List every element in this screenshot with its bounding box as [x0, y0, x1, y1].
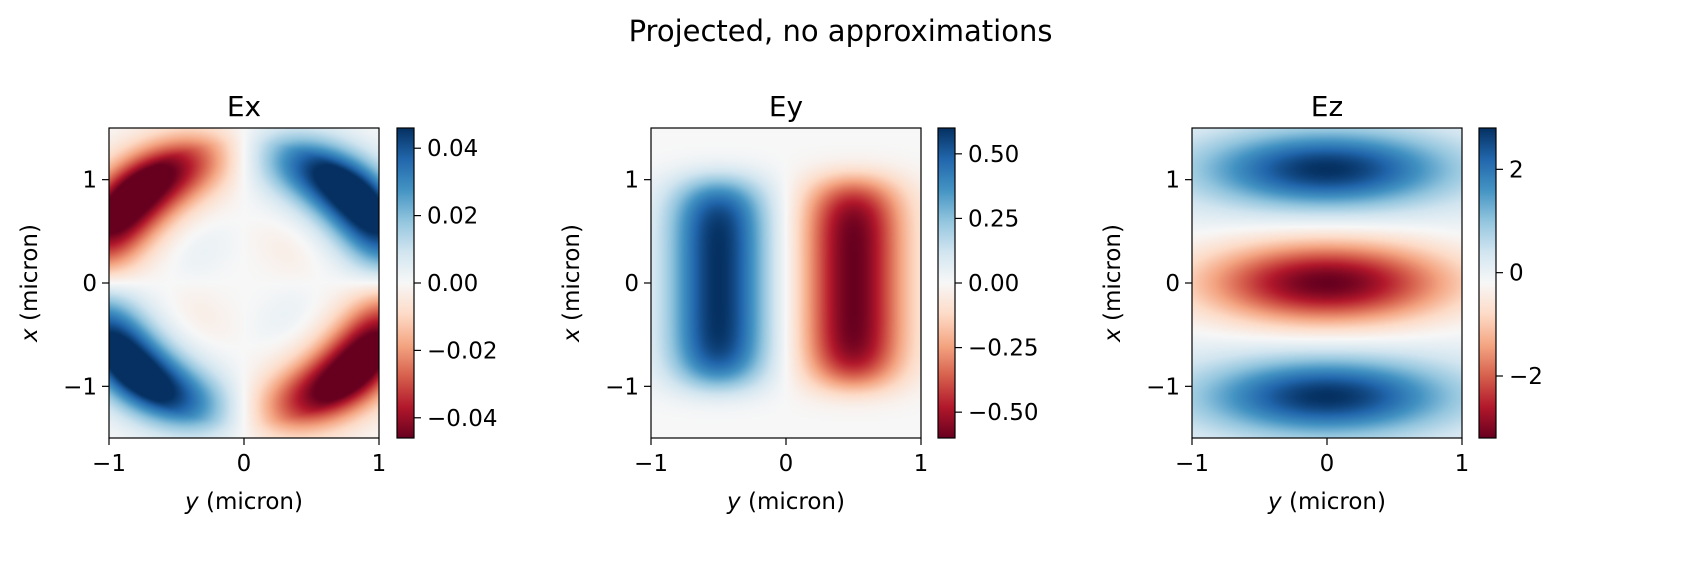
- heatmap-image: [651, 128, 921, 438]
- colorbar-tick-label: 0.50: [968, 142, 1019, 168]
- colorbar-tick-label: 0.00: [427, 271, 478, 297]
- colorbar-tick-label: −2: [1509, 364, 1543, 390]
- y-tick-label: 0: [82, 271, 97, 297]
- colorbar-frame: [1478, 127, 1497, 439]
- colorbar-tick-label: −0.25: [968, 336, 1038, 362]
- colorbar: [938, 128, 955, 438]
- subplot-ey: Ey −1 0 1 −1 0 1 y (micron) x (micron) 0.50 0.25 0.…: [559, 90, 1038, 515]
- subplot-title: Ex: [227, 90, 261, 123]
- x-tick-label: 0: [237, 451, 252, 477]
- y-axis-label: x (micron): [17, 224, 43, 343]
- y-axis-label: x (micron): [1100, 224, 1126, 343]
- y-tick-label: 0: [1165, 271, 1180, 297]
- y-tick-label: 1: [82, 168, 97, 194]
- x-tick-label: 1: [914, 451, 929, 477]
- y-tick-label: −1: [63, 374, 97, 400]
- heatmap-image: [109, 128, 379, 438]
- x-tick-label: 1: [372, 451, 387, 477]
- colorbar: [1479, 128, 1496, 438]
- colorbar-tick-label: −0.02: [427, 338, 497, 364]
- colorbar-tick-label: 2: [1509, 157, 1524, 183]
- colorbar-tick-label: 0: [1509, 261, 1524, 287]
- y-tick-label: −1: [1146, 374, 1180, 400]
- y-tick-label: 1: [624, 168, 639, 194]
- colorbar-tick-label: 0.00: [968, 271, 1019, 297]
- subplot-ez: Ez −1 0 1 −1 0 1 y (micron) x (micron) 2 0 −2: [1100, 90, 1543, 515]
- subplot-ex: Ex −1 0 1 −1 0 1 y (micron) x (micron) 0.04 0.02 0.…: [17, 90, 497, 515]
- x-tick-label: 0: [1320, 451, 1335, 477]
- x-axis-label: y (micron): [726, 489, 845, 515]
- heatmap-image: [1192, 128, 1462, 438]
- colorbar: [397, 128, 414, 438]
- subplot-title: Ez: [1311, 90, 1343, 123]
- y-axis-label: x (micron): [559, 224, 585, 343]
- figure-suptitle: Projected, no approximations: [628, 14, 1053, 48]
- subplot-title: Ey: [769, 90, 803, 123]
- colorbar-tick-label: 0.04: [427, 136, 478, 162]
- x-tick-label: 0: [779, 451, 794, 477]
- y-tick-label: 0: [624, 271, 639, 297]
- colorbar-tick-label: −0.50: [968, 400, 1038, 426]
- x-axis-label: y (micron): [184, 489, 303, 515]
- x-tick-label: 1: [1455, 451, 1470, 477]
- x-tick-label: −1: [634, 451, 668, 477]
- y-tick-label: 1: [1165, 168, 1180, 194]
- colorbar-tick-label: −0.04: [427, 406, 497, 432]
- y-tick-label: −1: [605, 374, 639, 400]
- x-tick-label: −1: [1175, 451, 1209, 477]
- colorbar-tick-label: 0.02: [427, 204, 478, 230]
- x-tick-label: −1: [92, 451, 126, 477]
- x-axis-label: y (micron): [1267, 489, 1386, 515]
- colorbar-tick-label: 0.25: [968, 206, 1019, 232]
